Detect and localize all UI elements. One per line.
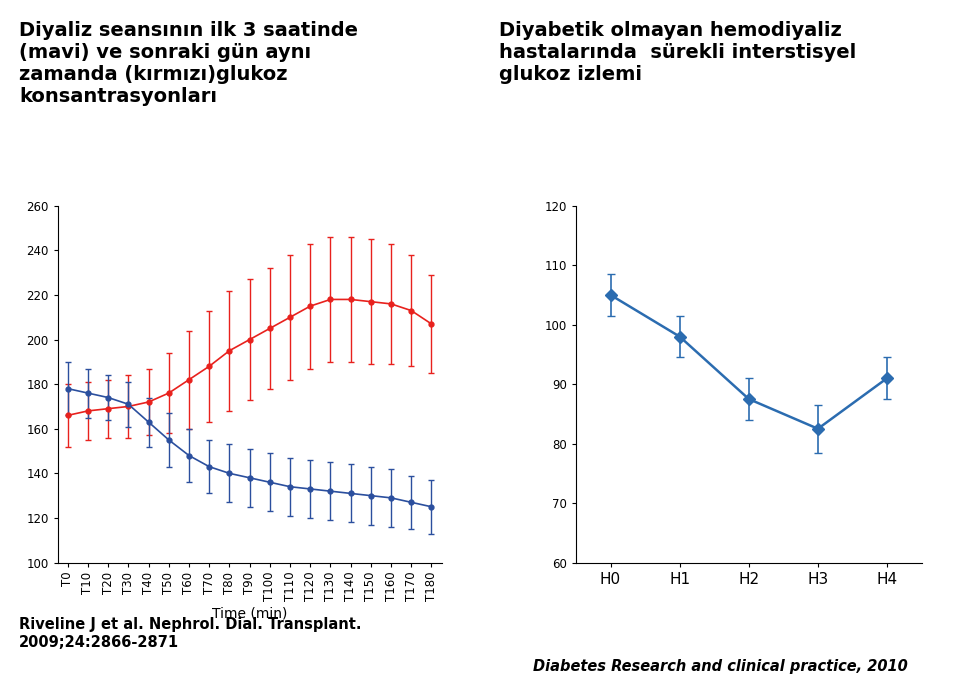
Text: Diyabetik olmayan hemodiyaliz
hastalarında  sürekli interstisyel
glukoz izlemi: Diyabetik olmayan hemodiyaliz hastaların… [499, 21, 856, 84]
Text: Diyaliz seansının ilk 3 saatinde
(mavi) ve sonraki gün aynı
zamanda (kırmızı)glu: Diyaliz seansının ilk 3 saatinde (mavi) … [19, 21, 358, 106]
Text: Diabetes Research and clinical practice, 2010: Diabetes Research and clinical practice,… [533, 659, 907, 674]
Text: Riveline J et al. Nephrol. Dial. Transplant.
2009;24:2866-2871: Riveline J et al. Nephrol. Dial. Transpl… [19, 617, 362, 650]
X-axis label: Time (min): Time (min) [212, 606, 287, 621]
